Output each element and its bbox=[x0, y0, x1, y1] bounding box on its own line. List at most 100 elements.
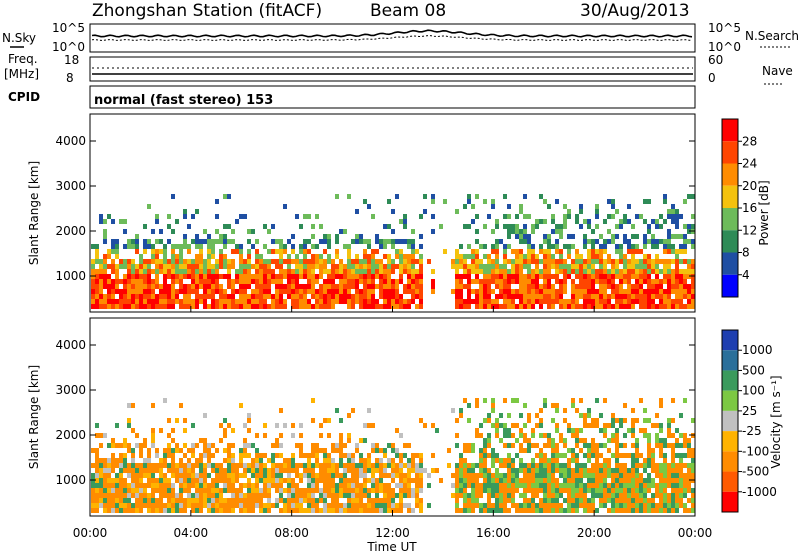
heatmap-cell bbox=[371, 214, 375, 219]
heatmap-cell bbox=[323, 498, 327, 503]
heatmap-cell bbox=[259, 508, 263, 513]
heatmap-cell bbox=[315, 289, 319, 294]
heatmap-cell bbox=[559, 294, 563, 299]
heatmap-cell bbox=[267, 488, 271, 493]
heatmap-cell bbox=[111, 259, 115, 264]
heatmap-cell bbox=[531, 249, 535, 254]
heatmap-cell bbox=[187, 259, 191, 264]
heatmap-cell bbox=[487, 274, 491, 279]
heatmap-cell bbox=[503, 284, 507, 289]
heatmap-cell bbox=[623, 294, 627, 299]
heatmap-cell bbox=[459, 483, 463, 488]
heatmap-cell bbox=[555, 488, 559, 493]
heatmap-cell bbox=[331, 289, 335, 294]
heatmap-cell bbox=[607, 508, 611, 513]
heatmap-cell bbox=[507, 299, 511, 304]
heatmap-cell bbox=[519, 503, 523, 508]
heatmap-cell bbox=[415, 488, 419, 493]
heatmap-cell bbox=[591, 453, 595, 458]
heatmap-cell bbox=[279, 259, 283, 264]
heatmap-cell bbox=[191, 478, 195, 483]
heatmap-cell bbox=[511, 304, 515, 309]
heatmap-cell bbox=[655, 493, 659, 498]
heatmap-cell bbox=[591, 493, 595, 498]
heatmap-cell bbox=[331, 264, 335, 269]
heatmap-cell bbox=[531, 259, 535, 264]
heatmap-cell bbox=[503, 433, 507, 438]
heatmap-cell bbox=[115, 493, 119, 498]
heatmap-cell bbox=[163, 249, 167, 254]
heatmap-cell bbox=[347, 508, 351, 513]
heatmap-cell bbox=[467, 443, 471, 448]
heatmap-cell bbox=[195, 274, 199, 279]
heatmap-cell bbox=[523, 473, 527, 478]
heatmap-cell bbox=[323, 478, 327, 483]
heatmap-cell bbox=[415, 498, 419, 503]
heatmap-cell bbox=[491, 279, 495, 284]
heatmap-cell bbox=[247, 508, 251, 513]
heatmap-cell bbox=[383, 468, 387, 473]
heatmap-cell bbox=[107, 214, 111, 219]
heatmap-cell bbox=[655, 219, 659, 224]
heatmap-cell bbox=[319, 433, 323, 438]
heatmap-cell bbox=[675, 299, 679, 304]
heatmap-cell bbox=[571, 508, 575, 513]
heatmap-cell bbox=[547, 488, 551, 493]
heatmap-cell bbox=[287, 458, 291, 463]
heatmap-cell bbox=[511, 274, 515, 279]
heatmap-cell bbox=[271, 463, 275, 468]
heatmap-cell bbox=[119, 488, 123, 493]
heatmap-cell bbox=[427, 473, 431, 478]
heatmap-cell bbox=[679, 443, 683, 448]
heatmap-cell bbox=[211, 508, 215, 513]
heatmap-cell bbox=[603, 478, 607, 483]
heatmap-cell bbox=[219, 498, 223, 503]
heatmap-cell bbox=[359, 234, 363, 239]
heatmap-cell bbox=[223, 508, 227, 513]
heatmap-cell bbox=[363, 438, 367, 443]
heatmap-cell bbox=[259, 294, 263, 299]
heatmap-cell bbox=[131, 453, 135, 458]
heatmap-cell bbox=[651, 304, 655, 309]
heatmap-cell bbox=[183, 214, 187, 219]
heatmap-cell bbox=[227, 458, 231, 463]
heatmap-cell bbox=[579, 498, 583, 503]
heatmap-cell bbox=[491, 493, 495, 498]
heatmap-cell bbox=[271, 299, 275, 304]
heatmap-cell bbox=[115, 244, 119, 249]
heatmap-cell bbox=[627, 239, 631, 244]
heatmap-cell bbox=[531, 224, 535, 229]
heatmap-cell bbox=[343, 483, 347, 488]
heatmap-cell bbox=[675, 284, 679, 289]
heatmap-cell bbox=[467, 264, 471, 269]
heatmap-cell bbox=[575, 473, 579, 478]
heatmap-cell bbox=[359, 493, 363, 498]
heatmap-cell bbox=[563, 463, 567, 468]
heatmap-cell bbox=[587, 483, 591, 488]
heatmap-cell bbox=[631, 473, 635, 478]
heatmap-cell bbox=[287, 269, 291, 274]
heatmap-cell bbox=[499, 483, 503, 488]
heatmap-cell bbox=[611, 493, 615, 498]
heatmap-cell bbox=[379, 478, 383, 483]
heatmap-cell bbox=[547, 478, 551, 483]
heatmap-cell bbox=[615, 438, 619, 443]
heatmap-cell bbox=[195, 473, 199, 478]
heatmap-cell bbox=[263, 478, 267, 483]
heatmap-cell bbox=[291, 294, 295, 299]
heatmap-cell bbox=[467, 448, 471, 453]
heatmap-cell bbox=[463, 488, 467, 493]
heatmap-cell bbox=[639, 398, 643, 403]
heatmap-cell bbox=[475, 269, 479, 274]
heatmap-cell bbox=[551, 503, 555, 508]
heatmap-cell bbox=[411, 284, 415, 289]
heatmap-cell bbox=[259, 458, 263, 463]
heatmap-cell bbox=[415, 294, 419, 299]
heatmap-cell bbox=[175, 493, 179, 498]
heatmap-cell bbox=[611, 259, 615, 264]
heatmap-cell bbox=[335, 249, 339, 254]
heatmap-cell bbox=[155, 274, 159, 279]
heatmap-cell bbox=[219, 294, 223, 299]
heatmap-cell bbox=[555, 274, 559, 279]
heatmap-cell bbox=[383, 289, 387, 294]
